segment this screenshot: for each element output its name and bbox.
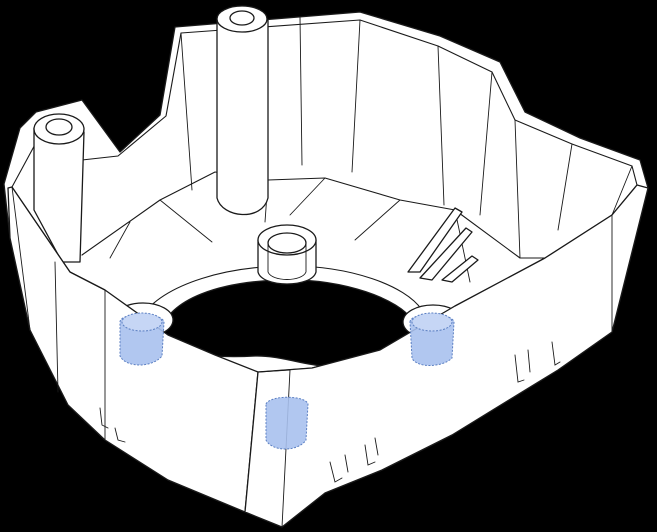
snap-ribs <box>407 207 479 283</box>
center-boss-thread-body <box>267 242 307 280</box>
snap-rib-3 <box>441 255 479 283</box>
left-boss-insert-top <box>121 312 163 332</box>
back-wall-facets <box>180 16 633 259</box>
snap-rib-1 <box>407 207 463 273</box>
snap-rib-2 <box>419 227 473 281</box>
back-post <box>216 19 269 216</box>
front-left-wall-facets <box>11 186 106 441</box>
front-wall-insert <box>265 396 309 450</box>
wall-slots <box>99 341 561 483</box>
center-boss-thread <box>267 232 307 254</box>
back-post-bore <box>229 10 255 26</box>
inserts <box>119 312 455 450</box>
front-wall-top <box>11 186 291 373</box>
right-boss-insert-top <box>411 312 453 332</box>
left-post-bore <box>45 118 73 136</box>
